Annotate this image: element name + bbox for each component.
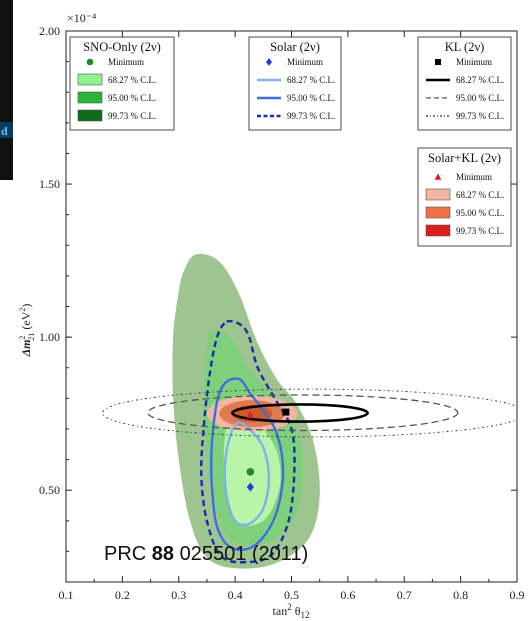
legend-label: 99.73 % C.L. — [108, 111, 156, 121]
legend-label: 99.73 % C.L. — [287, 111, 335, 121]
x-tick-label: 0.3 — [171, 588, 186, 602]
legend-group: SNO-Only (2ν) Minimum 68.27 % C.L. 95.00 % … — [69, 36, 512, 247]
legend-label: 68.27 % C.L. — [456, 190, 504, 200]
x-tick-label: 0.8 — [453, 588, 468, 602]
solar-contour-68-27 — [223, 421, 271, 527]
kl-contour-68-27 — [231, 403, 369, 423]
x-tick-label: 0.6 — [340, 588, 355, 602]
citation-volume: 88 — [152, 543, 174, 565]
confidence-regions — [102, 253, 517, 569]
x-axis-ticks: 0.1 0.2 0.3 0.4 0.5 0.6 0.7 0.8 0.9 — [59, 31, 525, 602]
legend-box — [248, 36, 342, 131]
citation-prefix: PRC — [104, 543, 152, 565]
x-tick-label: 0.4 — [228, 588, 243, 602]
legend-0: SNO-Only (2ν) Minimum 68.27 % C.L. 95.00 % … — [69, 36, 175, 131]
citation-text: PRC 88 025501 (2011) — [104, 543, 308, 565]
left-edge-fragment-accent — [0, 122, 13, 138]
y-tick-label: 1.00 — [39, 330, 60, 344]
legend-label: 99.73 % C.L. — [456, 226, 504, 236]
legend-title: KL (2ν) — [445, 40, 485, 54]
x-tick-label: 0.2 — [115, 588, 130, 602]
best-fit-minima — [246, 408, 290, 492]
legend-label: 99.73 % C.L. — [456, 111, 504, 121]
legend-swatch — [425, 224, 451, 237]
legend-title: Solar+KL (2ν) — [428, 151, 501, 165]
y-tick-label: 0.50 — [39, 483, 60, 497]
legend-swatch — [77, 73, 103, 86]
legend-3: Solar+KL (2ν) Minimum 68.27 % C.L. 95.00 % … — [417, 147, 512, 247]
legend-swatch — [425, 206, 451, 219]
solar-contour-99-73 — [200, 319, 296, 564]
citation-suffix: 025501 (2011) — [174, 543, 308, 565]
left-edge-letter: d — [1, 124, 8, 138]
x-axis-label: tan2 θ12 — [273, 602, 310, 620]
x-tick-label: 0.9 — [510, 588, 525, 602]
legend-title: SNO-Only (2ν) — [83, 40, 161, 54]
legend-label: 95.00 % C.L. — [456, 93, 504, 103]
legend-swatch — [77, 91, 103, 104]
minimum-marker-solar-kl — [246, 410, 255, 419]
legend-minimum-marker — [86, 58, 94, 66]
legend-swatch — [425, 188, 451, 201]
legend-label: Minimum — [108, 57, 144, 67]
legend-label: 95.00 % C.L. — [456, 208, 504, 218]
legend-box — [417, 36, 512, 131]
legend-label: 68.27 % C.L. — [108, 75, 156, 85]
legend-label: 95.00 % C.L. — [287, 93, 335, 103]
x-tick-label: 0.1 — [59, 588, 74, 602]
y-axis-ticks: 0.50 1.00 1.50 2.00 — [39, 24, 517, 552]
legend-2: KL (2ν) Minimum 68.27 % C.L. 95.00 % C.L. 99… — [417, 36, 512, 131]
minimum-marker-kl — [282, 408, 290, 416]
kl-contour-95-00 — [147, 394, 459, 432]
legend-label: 68.27 % C.L. — [456, 75, 504, 85]
kl-contour-99-73 — [102, 388, 517, 438]
y-tick-label: 2.00 — [39, 24, 60, 38]
y-scale-label: ×10⁻⁴ — [67, 11, 96, 25]
legend-title: Solar (2ν) — [270, 40, 320, 54]
left-edge-fragment — [0, 0, 13, 180]
x-tick-label: 0.7 — [397, 588, 412, 602]
legend-minimum-marker — [434, 173, 442, 180]
legend-swatch — [77, 109, 103, 122]
x-tick-label: 0.5 — [284, 588, 299, 602]
y-axis-label: Δm221 (eV2) — [18, 304, 36, 358]
legend-label: Minimum — [456, 172, 492, 182]
legend-label: 68.27 % C.L. — [287, 75, 335, 85]
legend-minimum-marker — [266, 58, 272, 66]
minimum-marker-sno-only — [246, 467, 255, 476]
legend-label: Minimum — [456, 57, 492, 67]
legend-label: 95.00 % C.L. — [108, 93, 156, 103]
y-tick-label: 1.50 — [39, 177, 60, 191]
solar-contour-95-00 — [210, 377, 285, 552]
legend-minimum-marker — [435, 59, 441, 65]
legend-1: Solar (2ν) Minimum 68.27 % C.L. 95.00 % C.L… — [248, 36, 342, 131]
legend-label: Minimum — [287, 57, 323, 67]
minimum-marker-solar — [246, 482, 254, 492]
